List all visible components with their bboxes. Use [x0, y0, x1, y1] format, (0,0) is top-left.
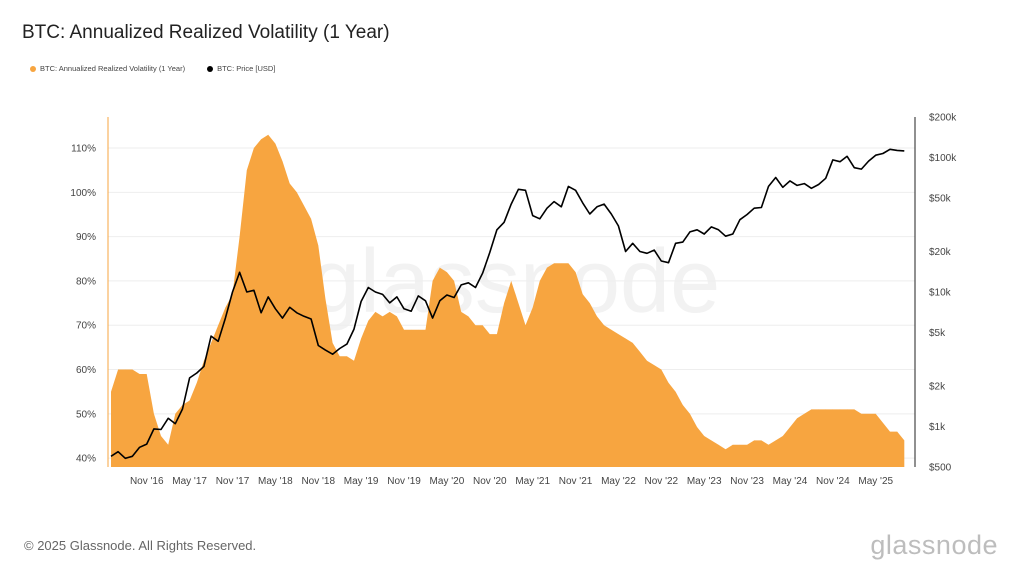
y-right-tick-label: $2k [929, 382, 946, 393]
y-left-tick-label: 100% [70, 188, 96, 199]
legend-swatch [30, 65, 36, 72]
legend: BTC: Annualized Realized Volatility (1 Y… [30, 64, 275, 73]
x-tick-label: Nov '17 [216, 476, 250, 487]
y-left-tick-label: 70% [76, 321, 96, 332]
y-right-tick-label: $50k [929, 193, 952, 204]
y-left-tick-label: 90% [76, 232, 96, 243]
y-left-tick-label: 110% [71, 144, 96, 155]
x-tick-label: May '24 [773, 476, 808, 487]
y-left-tick-label: 80% [76, 276, 96, 287]
legend-item-volatility[interactable]: BTC: Annualized Realized Volatility (1 Y… [30, 64, 185, 73]
glassnode-logo: glassnode [870, 530, 998, 560]
legend-swatch [207, 65, 214, 72]
x-tick-label: Nov '21 [559, 476, 593, 487]
x-tick-label: Nov '19 [387, 476, 421, 487]
y-right-tick-label: $5k [929, 328, 946, 339]
x-tick-label: May '20 [430, 476, 465, 487]
copyright: © 2025 Glassnode. All Rights Reserved. [24, 538, 257, 553]
y-right-tick-label: $200k [929, 113, 957, 124]
x-tick-label: Nov '23 [730, 476, 764, 487]
y-left-tick-label: 50% [76, 409, 96, 420]
y-left-tick-label: 40% [76, 454, 96, 465]
x-tick-label: Nov '18 [301, 476, 335, 487]
y-right-tick-label: $500 [929, 463, 952, 474]
chart-title: BTC: Annualized Realized Volatility (1 Y… [22, 22, 390, 43]
y-left-tick-label: 60% [76, 365, 96, 376]
x-tick-label: Nov '20 [473, 476, 507, 487]
x-tick-label: May '22 [601, 476, 636, 487]
x-tick-label: May '18 [258, 476, 293, 487]
legend-label: BTC: Annualized Realized Volatility (1 Y… [40, 64, 186, 73]
x-tick-label: Nov '22 [645, 476, 679, 487]
y-right-tick-label: $100k [929, 153, 957, 164]
legend-item-price[interactable]: BTC: Price [USD] [207, 64, 275, 73]
x-tick-label: May '21 [515, 476, 550, 487]
x-tick-label: Nov '16 [130, 476, 164, 487]
x-tick-label: May '25 [858, 476, 893, 487]
y-right-tick-label: $1k [929, 422, 946, 433]
price-line [110, 148, 905, 460]
x-tick-label: May '17 [172, 476, 207, 487]
y-right-tick-label: $20k [929, 247, 952, 258]
legend-label: BTC: Price [USD] [217, 64, 276, 73]
volatility-area [111, 134, 905, 467]
x-tick-label: Nov '24 [816, 476, 850, 487]
y-right-tick-label: $10k [929, 288, 952, 299]
x-tick-label: May '23 [687, 476, 722, 487]
x-tick-label: May '19 [344, 476, 379, 487]
